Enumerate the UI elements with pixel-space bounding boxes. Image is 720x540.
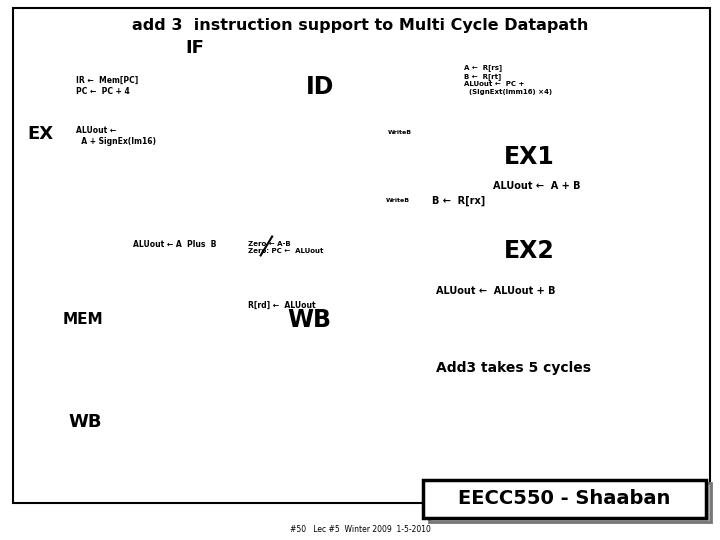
Text: WB: WB [68,413,102,431]
Text: B ←  R[rx]: B ← R[rx] [432,195,485,206]
Text: add 3  instruction support to Multi Cycle Datapath: add 3 instruction support to Multi Cycle… [132,18,588,33]
Text: R[rd] ←  ALUout: R[rd] ← ALUout [248,301,316,309]
Text: WB: WB [287,308,332,332]
Text: Add3 takes 5 cycles: Add3 takes 5 cycles [436,361,590,375]
Text: EECC550 - Shaaban: EECC550 - Shaaban [459,489,670,509]
Text: IR ←  Mem[PC]
PC ←  PC + 4: IR ← Mem[PC] PC ← PC + 4 [76,76,138,97]
Text: ID: ID [306,76,335,99]
Text: WriteB: WriteB [386,198,410,204]
Text: #50   Lec #5  Winter 2009  1-5-2010: #50 Lec #5 Winter 2009 1-5-2010 [289,524,431,534]
Text: MEM: MEM [63,312,103,327]
FancyBboxPatch shape [429,483,711,522]
Text: ALUout ←  ALUout + B: ALUout ← ALUout + B [436,286,555,295]
FancyBboxPatch shape [423,480,706,518]
Text: ALUout ←
  A + SignEx(Im16): ALUout ← A + SignEx(Im16) [76,126,156,146]
Text: ALUout ←  A + B: ALUout ← A + B [493,181,581,191]
Text: A ←  R[rs]
B ←  R[rt]
ALUout ←  PC +
  (SignExt(Imm16) ×4): A ← R[rs] B ← R[rt] ALUout ← PC + (SignE… [464,64,552,94]
Text: Zero ← A-B
Zero: PC ←  ALUout: Zero ← A-B Zero: PC ← ALUout [248,241,324,254]
Text: EX2: EX2 [504,239,554,263]
Text: EX: EX [27,125,53,143]
Text: ALUout ← A  Plus  B: ALUout ← A Plus B [133,240,217,248]
Text: WriteB: WriteB [387,130,412,135]
Text: IF: IF [185,38,204,57]
Text: EX1: EX1 [504,145,554,168]
